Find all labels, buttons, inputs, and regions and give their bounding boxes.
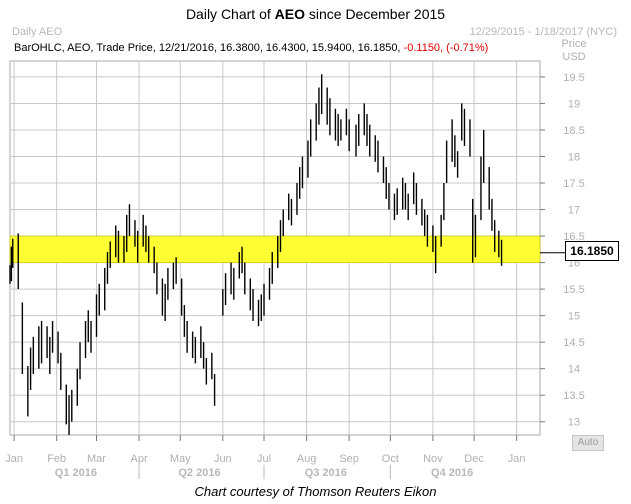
y-tick-label: 15.5 (563, 284, 584, 296)
y-tick-label: 16.5 (563, 231, 584, 243)
quarter-label: Q2 2016 (178, 467, 220, 479)
title-ticker: AEO (274, 6, 305, 22)
chart-title: Daily Chart of AEO since December 2015 (0, 6, 631, 22)
auto-scale-button[interactable]: Auto (572, 435, 604, 451)
x-axis-ticks: Jan Feb Mar Apr May Jun Jul Aug Sep Oct Nov Dec Jan (5, 435, 526, 465)
y-tick-label: 13.5 (563, 390, 584, 402)
y-tick-label: 14.5 (563, 337, 584, 349)
x-tick-label: Aug (297, 453, 317, 465)
chart-credit: Chart courtesy of Thomson Reuters Eikon (194, 484, 437, 499)
y-tick-label: 18 (568, 151, 580, 163)
y-tick-label: 19.5 (563, 72, 584, 84)
x-tick-label: Apr (131, 453, 148, 465)
last-price-label: 16.1850 (565, 241, 619, 261)
highlight-band (9, 235, 541, 263)
title-suffix: since December 2015 (304, 6, 446, 22)
ohlc-readout: BarOHLC, AEO, Trade Price, 12/21/2016, 1… (14, 42, 488, 54)
x-tick-label: Feb (47, 453, 66, 465)
x-tick-label: Jan (508, 453, 526, 465)
y-tick-label: 17 (568, 205, 580, 217)
quarter-label: Q4 2016 (431, 467, 473, 479)
x-tick-label: May (170, 453, 191, 465)
x-tick-label: Oct (382, 453, 399, 465)
x-tick-label: Jan (5, 453, 23, 465)
quarter-label: Q3 2016 (305, 467, 347, 479)
x-tick-label: Mar (87, 453, 106, 465)
title-prefix: Daily Chart of (185, 6, 275, 22)
ohlc-bars (9, 74, 565, 435)
y-tick-label: 15 (568, 311, 580, 323)
x-tick-label: Jun (214, 453, 232, 465)
x-tick-label: Jul (257, 453, 271, 465)
y-axis-ticks: 19.51918.51817.51716.51615.51514.51413.5… (540, 72, 585, 429)
y-axis-label-price: Price (561, 38, 586, 50)
x-tick-label: Sep (339, 453, 359, 465)
ohlc-readout-change: -0.1150, (-0.71%) (403, 42, 489, 54)
y-tick-label: 13 (568, 417, 580, 429)
y-axis-label-usd: USD (562, 51, 585, 63)
y-tick-label: 18.5 (563, 125, 584, 137)
chart-header-date-range: 12/29/2015 - 1/18/2017 (NYC) (469, 26, 617, 38)
x-tick-label: Dec (464, 453, 484, 465)
y-tick-label: 14 (568, 364, 580, 376)
quarter-labels: Q1 2016 Q2 2016 Q3 2016 Q4 2016 (55, 465, 473, 479)
quarter-label: Q1 2016 (55, 467, 97, 479)
x-tick-label: Nov (423, 453, 443, 465)
chart-header-left: Daily AEO (12, 26, 63, 38)
y-tick-label: 17.5 (563, 178, 584, 190)
ohlc-readout-main: BarOHLC, AEO, Trade Price, 12/21/2016, 1… (14, 42, 401, 54)
y-tick-label: 19 (568, 98, 580, 110)
